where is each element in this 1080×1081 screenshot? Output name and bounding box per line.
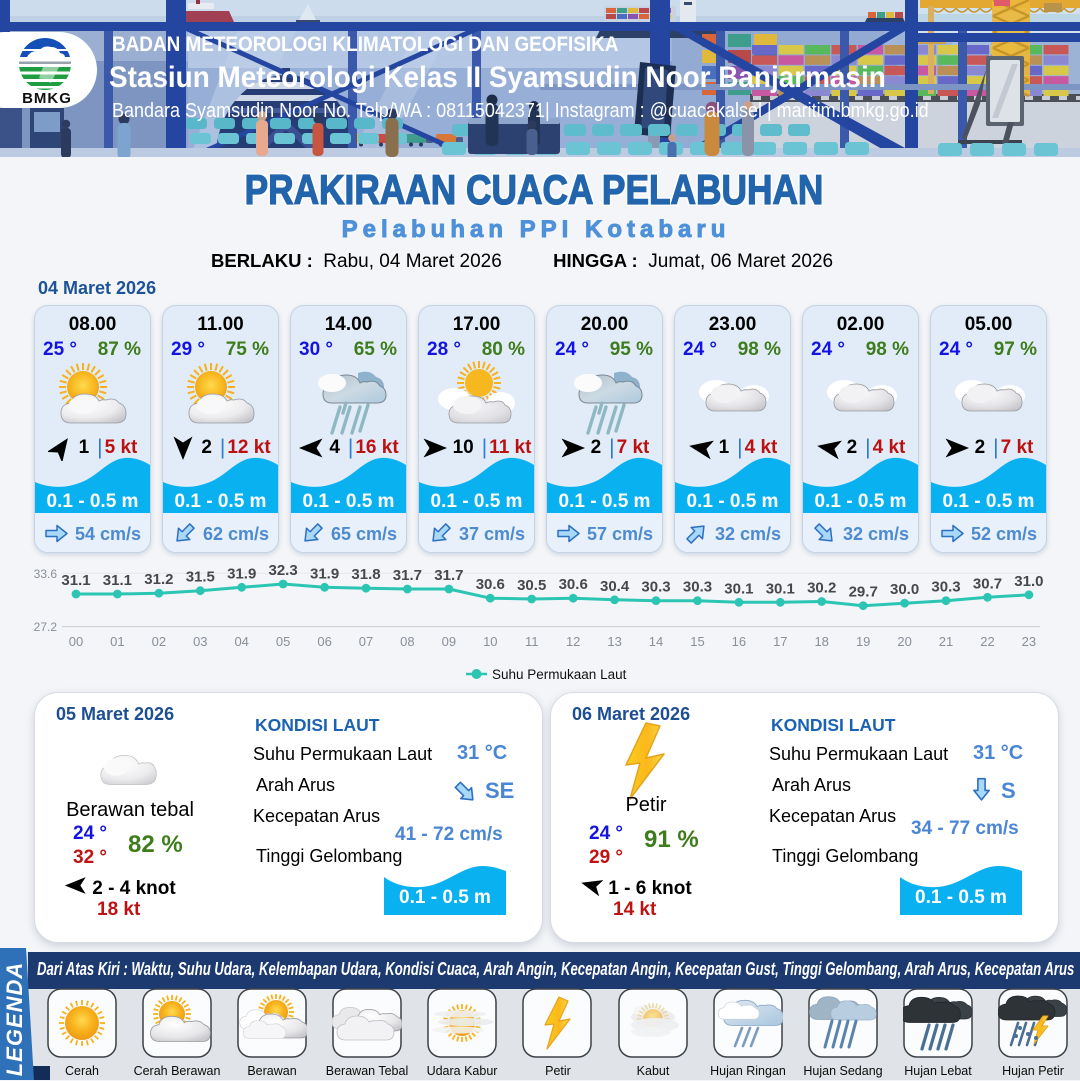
svg-text:07: 07: [359, 634, 373, 649]
svg-text:03: 03: [193, 634, 207, 649]
svg-text:31.1: 31.1: [103, 572, 132, 589]
svg-text:30.3: 30.3: [931, 579, 960, 596]
svg-text:30.5: 30.5: [517, 577, 546, 594]
svg-text:27.2: 27.2: [34, 620, 58, 634]
svg-text:02: 02: [152, 634, 166, 649]
svg-text:30.3: 30.3: [683, 579, 712, 596]
svg-text:31.7: 31.7: [393, 567, 422, 584]
svg-text:30.2: 30.2: [807, 580, 836, 597]
svg-text:30.6: 30.6: [559, 576, 588, 593]
svg-text:31.5: 31.5: [186, 569, 215, 586]
svg-text:14: 14: [649, 634, 663, 649]
svg-text:31.0: 31.0: [1014, 573, 1043, 590]
svg-text:21: 21: [939, 634, 953, 649]
svg-text:31.9: 31.9: [227, 565, 256, 582]
svg-text:30.0: 30.0: [890, 581, 919, 598]
svg-text:29.7: 29.7: [849, 584, 878, 601]
svg-text:Suhu Permukaan Laut: Suhu Permukaan Laut: [492, 667, 627, 682]
svg-text:16: 16: [732, 634, 746, 649]
svg-text:31.2: 31.2: [144, 571, 173, 588]
svg-text:11: 11: [525, 634, 539, 649]
svg-text:30.7: 30.7: [973, 575, 1002, 592]
svg-text:31.8: 31.8: [351, 566, 380, 583]
svg-text:20: 20: [897, 634, 911, 649]
svg-text:30.3: 30.3: [641, 579, 670, 596]
svg-text:09: 09: [442, 634, 456, 649]
svg-text:31.1: 31.1: [61, 572, 90, 589]
svg-text:05: 05: [276, 634, 290, 649]
svg-text:10: 10: [483, 634, 497, 649]
svg-text:17: 17: [773, 634, 787, 649]
svg-text:33.6: 33.6: [34, 567, 58, 581]
svg-text:30.1: 30.1: [766, 580, 795, 597]
svg-text:13: 13: [607, 634, 621, 649]
svg-text:18: 18: [814, 634, 828, 649]
svg-text:30.6: 30.6: [476, 576, 505, 593]
svg-text:12: 12: [566, 634, 580, 649]
svg-text:22: 22: [980, 634, 994, 649]
svg-text:08: 08: [400, 634, 414, 649]
svg-text:30.4: 30.4: [600, 578, 630, 595]
svg-text:30.1: 30.1: [724, 580, 753, 597]
svg-text:31.7: 31.7: [434, 567, 463, 584]
svg-text:04: 04: [234, 634, 248, 649]
svg-text:32.3: 32.3: [268, 562, 297, 579]
svg-text:15: 15: [690, 634, 704, 649]
svg-text:06: 06: [317, 634, 331, 649]
svg-text:31.9: 31.9: [310, 565, 339, 582]
svg-text:00: 00: [69, 634, 83, 649]
svg-text:23: 23: [1022, 634, 1036, 649]
svg-text:19: 19: [856, 634, 870, 649]
svg-text:01: 01: [110, 634, 124, 649]
